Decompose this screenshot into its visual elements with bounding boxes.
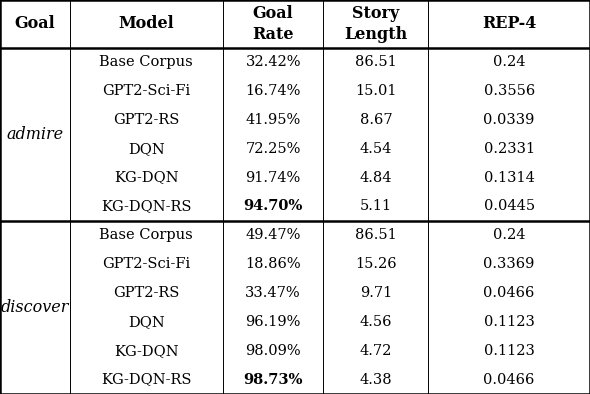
Text: 15.01: 15.01 — [355, 84, 396, 98]
Text: KG-DQN: KG-DQN — [114, 171, 179, 184]
Text: admire: admire — [6, 126, 63, 143]
Text: DQN: DQN — [128, 315, 165, 329]
Text: GPT2-Sci-Fi: GPT2-Sci-Fi — [102, 84, 191, 98]
Text: KG-DQN-RS: KG-DQN-RS — [101, 199, 192, 214]
Text: 96.19%: 96.19% — [245, 315, 301, 329]
Text: 0.3556: 0.3556 — [484, 84, 535, 98]
Text: 72.25%: 72.25% — [245, 142, 301, 156]
Text: 0.3369: 0.3369 — [483, 257, 535, 271]
Text: 9.71: 9.71 — [360, 286, 392, 300]
Text: GPT2-RS: GPT2-RS — [113, 113, 179, 127]
Text: 0.1123: 0.1123 — [484, 315, 535, 329]
Text: GPT2-RS: GPT2-RS — [113, 286, 179, 300]
Text: 49.47%: 49.47% — [245, 228, 301, 242]
Text: KG-DQN-RS: KG-DQN-RS — [101, 373, 192, 387]
Text: Goal
Rate: Goal Rate — [253, 5, 294, 43]
Text: 98.73%: 98.73% — [244, 373, 303, 387]
Text: 4.72: 4.72 — [360, 344, 392, 358]
Text: 94.70%: 94.70% — [244, 199, 303, 214]
Text: DQN: DQN — [128, 142, 165, 156]
Text: Goal: Goal — [15, 15, 55, 32]
Text: 41.95%: 41.95% — [245, 113, 301, 127]
Text: 0.0466: 0.0466 — [483, 286, 535, 300]
Text: 32.42%: 32.42% — [245, 55, 301, 69]
Text: 0.0466: 0.0466 — [483, 373, 535, 387]
Text: 33.47%: 33.47% — [245, 286, 301, 300]
Text: 4.56: 4.56 — [359, 315, 392, 329]
Text: 98.09%: 98.09% — [245, 344, 301, 358]
Text: Model: Model — [119, 15, 174, 32]
Text: 4.54: 4.54 — [360, 142, 392, 156]
Text: 0.1123: 0.1123 — [484, 344, 535, 358]
Text: GPT2-Sci-Fi: GPT2-Sci-Fi — [102, 257, 191, 271]
Text: 86.51: 86.51 — [355, 228, 396, 242]
Text: 0.24: 0.24 — [493, 55, 526, 69]
Text: Story
Length: Story Length — [344, 5, 408, 43]
Text: 8.67: 8.67 — [359, 113, 392, 127]
Text: KG-DQN: KG-DQN — [114, 344, 179, 358]
Text: 4.38: 4.38 — [359, 373, 392, 387]
Text: 86.51: 86.51 — [355, 55, 396, 69]
Text: 0.2331: 0.2331 — [484, 142, 535, 156]
Text: 0.1314: 0.1314 — [484, 171, 535, 184]
Text: Base Corpus: Base Corpus — [100, 55, 193, 69]
Text: 0.0339: 0.0339 — [483, 113, 535, 127]
Text: 91.74%: 91.74% — [245, 171, 301, 184]
Text: REP-4: REP-4 — [482, 15, 536, 32]
Text: discover: discover — [1, 299, 69, 316]
Text: 4.84: 4.84 — [359, 171, 392, 184]
Text: 0.24: 0.24 — [493, 228, 526, 242]
Text: 0.0445: 0.0445 — [484, 199, 535, 214]
Text: 16.74%: 16.74% — [245, 84, 301, 98]
Text: Base Corpus: Base Corpus — [100, 228, 193, 242]
Text: 5.11: 5.11 — [360, 199, 392, 214]
Text: 18.86%: 18.86% — [245, 257, 301, 271]
Text: 15.26: 15.26 — [355, 257, 396, 271]
